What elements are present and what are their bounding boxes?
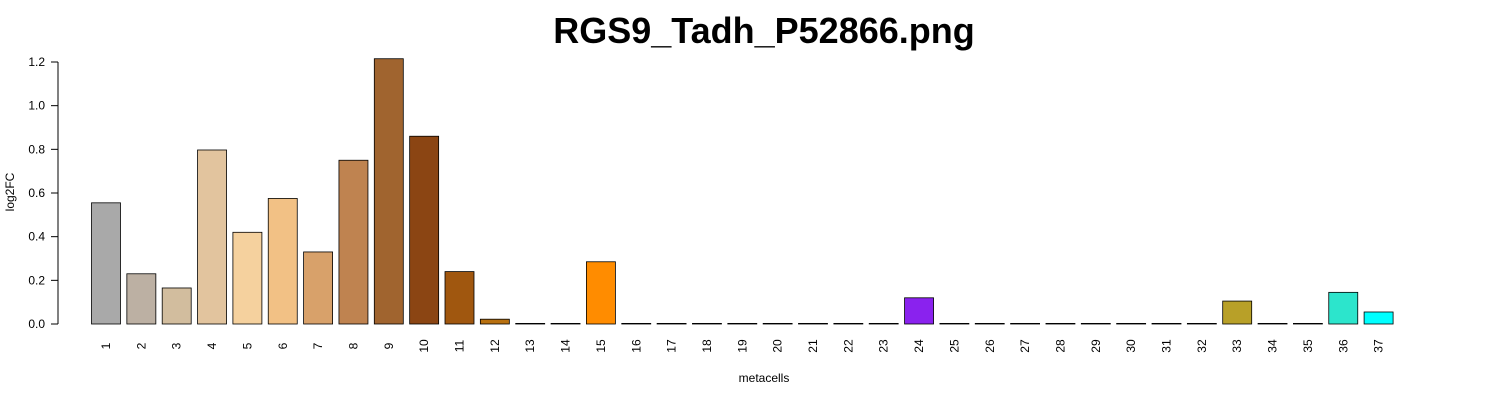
y-axis-label: log2FC bbox=[3, 172, 17, 211]
bar-31 bbox=[1151, 322, 1182, 325]
x-tick-label: 25 bbox=[947, 339, 961, 353]
x-tick-label: 24 bbox=[912, 339, 926, 353]
bar-1 bbox=[91, 202, 121, 325]
bar-5 bbox=[232, 231, 263, 325]
y-tick-label: 0.8 bbox=[28, 142, 45, 156]
x-tick-label: 37 bbox=[1372, 339, 1386, 353]
chart-title: RGS9_Tadh_P52866.png bbox=[553, 10, 975, 51]
bars bbox=[91, 58, 1394, 325]
x-tick-label: 26 bbox=[983, 339, 997, 353]
bar-25 bbox=[939, 322, 970, 325]
bar-19 bbox=[727, 322, 758, 325]
bar-32 bbox=[1186, 322, 1217, 325]
x-tick-label: 20 bbox=[771, 339, 785, 353]
x-tick-label: 6 bbox=[276, 342, 290, 349]
bar-18 bbox=[692, 322, 722, 325]
x-tick-label: 13 bbox=[523, 339, 537, 353]
x-tick-label: 3 bbox=[170, 342, 184, 349]
x-axis-label: metacells bbox=[739, 371, 790, 385]
bar-23 bbox=[868, 322, 899, 325]
bar-27 bbox=[1010, 322, 1040, 325]
x-tick-label: 19 bbox=[735, 339, 749, 353]
x-tick-label: 35 bbox=[1301, 339, 1315, 353]
x-tick-label: 21 bbox=[806, 339, 820, 353]
x-tick-label: 36 bbox=[1336, 339, 1350, 353]
y-tick-label: 0.4 bbox=[28, 230, 45, 244]
x-tick-label: 30 bbox=[1124, 339, 1138, 353]
x-tick-label: 29 bbox=[1089, 339, 1103, 353]
y-tick-label: 1.2 bbox=[28, 55, 45, 69]
x-tick-label: 11 bbox=[453, 339, 467, 352]
bar-30 bbox=[1116, 322, 1147, 325]
bar-11 bbox=[444, 271, 475, 325]
bar-15 bbox=[586, 261, 616, 325]
y-tick-label: 1.0 bbox=[28, 99, 45, 113]
x-tick-label: 18 bbox=[700, 339, 714, 353]
y-tick-label: 0.0 bbox=[28, 317, 45, 331]
bar-34 bbox=[1257, 322, 1288, 325]
x-tick-label: 7 bbox=[311, 342, 325, 349]
bar-10 bbox=[409, 135, 440, 325]
bar-7 bbox=[303, 251, 334, 325]
bar-16 bbox=[621, 322, 652, 325]
y-tick-label: 0.2 bbox=[28, 273, 45, 287]
bar-37 bbox=[1363, 311, 1394, 325]
x-tick-label: 32 bbox=[1195, 339, 1209, 353]
bar-29 bbox=[1080, 322, 1111, 325]
bar-17 bbox=[656, 322, 687, 325]
bar-24 bbox=[904, 297, 934, 325]
bar-33 bbox=[1222, 300, 1253, 325]
x-tick-label: 31 bbox=[1160, 339, 1174, 353]
bar-2 bbox=[126, 273, 157, 325]
bar-8 bbox=[338, 159, 369, 325]
bar-12 bbox=[479, 318, 510, 325]
bar-14 bbox=[550, 322, 581, 325]
bar-21 bbox=[798, 322, 828, 325]
x-tick-label: 14 bbox=[559, 339, 573, 353]
bar-13 bbox=[515, 322, 546, 325]
x-tick-label: 1 bbox=[99, 342, 113, 349]
x-tick-label: 2 bbox=[134, 342, 148, 349]
bar-26 bbox=[974, 322, 1005, 325]
x-tick-label: 23 bbox=[877, 339, 891, 353]
x-tick-label: 15 bbox=[594, 339, 608, 353]
bar-3 bbox=[161, 287, 192, 325]
x-tick-label: 10 bbox=[417, 339, 431, 353]
x-tick-label: 9 bbox=[382, 342, 396, 349]
x-tick-label: 12 bbox=[488, 339, 502, 353]
x-tick-label: 4 bbox=[205, 342, 219, 349]
bar-35 bbox=[1293, 322, 1323, 325]
bar-28 bbox=[1045, 322, 1076, 325]
x-tick-label: 8 bbox=[346, 342, 360, 349]
x-tick-label: 5 bbox=[240, 342, 254, 349]
x-tick-label: 16 bbox=[629, 339, 643, 353]
bar-6 bbox=[267, 198, 298, 325]
bar-36 bbox=[1328, 291, 1359, 325]
x-tick-labels: 1 2 3 4 5 6 7 8 9 10 11 12 13 14 15 16 17 18 19 20 21 22 23 24 2… bbox=[99, 339, 1386, 353]
y-axis: 0.0 0.2 0.4 0.6 0.8 1.0 1.2 bbox=[28, 55, 59, 331]
x-tick-label: 33 bbox=[1230, 339, 1244, 353]
bar-22 bbox=[833, 322, 864, 325]
x-tick-label: 34 bbox=[1266, 339, 1280, 353]
bar-4 bbox=[197, 149, 227, 325]
x-tick-label: 17 bbox=[665, 339, 679, 353]
x-tick-label: 28 bbox=[1053, 339, 1067, 353]
y-tick-label: 0.6 bbox=[28, 186, 45, 200]
bar-20 bbox=[762, 322, 793, 325]
bar-9 bbox=[373, 58, 404, 325]
x-tick-label: 22 bbox=[841, 339, 855, 353]
x-tick-label: 27 bbox=[1018, 339, 1032, 353]
